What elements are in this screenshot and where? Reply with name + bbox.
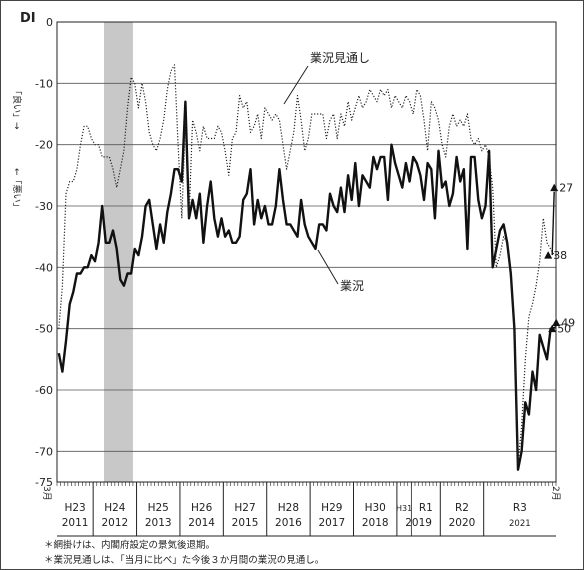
marker-outlook-27 bbox=[550, 183, 559, 192]
x-year-label: 2015 bbox=[232, 517, 259, 529]
y-tick-label: -75 bbox=[35, 476, 53, 489]
y-axis-title: DI bbox=[20, 11, 36, 26]
y-axis-label-bad: ←「悪い」 bbox=[11, 168, 22, 212]
outlook-arrow bbox=[551, 191, 555, 256]
x-year-label: 2021 bbox=[509, 519, 531, 529]
series-line-outlook bbox=[58, 64, 558, 465]
marker-outlook-38 bbox=[544, 251, 553, 259]
y-tick-label: -50 bbox=[35, 323, 53, 336]
marker-business-50 bbox=[548, 324, 557, 333]
y-tick-label: -70 bbox=[35, 445, 53, 458]
x-era-label: H29 bbox=[321, 502, 342, 514]
y-tick-label: -20 bbox=[35, 139, 53, 152]
x-year-label: 2016 bbox=[275, 517, 302, 529]
marker-label-49: 49 bbox=[561, 317, 575, 330]
x-year-label: 2014 bbox=[188, 517, 215, 529]
y-tick-label: -60 bbox=[35, 384, 53, 397]
footnote-outlook: ＊業況見通しは、「当月に比べ」た今後３か月間の業況の見通し。 bbox=[44, 554, 324, 566]
x-era-label: H27 bbox=[234, 502, 255, 514]
recession-shading bbox=[104, 22, 133, 482]
y-tick-label: 0 bbox=[46, 16, 53, 29]
x-year-label: 2013 bbox=[145, 517, 172, 529]
start-month-label: 3月 bbox=[41, 486, 52, 501]
shaded-period-layer bbox=[104, 22, 133, 482]
x-era-label: H25 bbox=[148, 502, 169, 514]
marker-business-49 bbox=[552, 318, 561, 327]
x-era-label: R1 bbox=[419, 502, 433, 514]
marker-label-38: 38 bbox=[553, 249, 567, 262]
series-label-business: 業況 bbox=[340, 278, 364, 293]
axis-layer: 0 -10 -20 -30 -40 -50 -60 -70 -75 H23 2011 H24 2012 H… bbox=[35, 16, 557, 537]
x-year-label: 2018 bbox=[362, 517, 389, 529]
x-era-label: H30 bbox=[365, 502, 386, 514]
y-tick-label: -40 bbox=[35, 261, 53, 274]
x-era-label: H24 bbox=[104, 502, 126, 514]
x-year-label: 2019 bbox=[405, 517, 432, 529]
x-era-label: H23 bbox=[64, 502, 85, 514]
y-axis-label-good: 「良い」→ bbox=[11, 86, 23, 130]
x-era-label: H28 bbox=[278, 502, 299, 514]
series-label-outlook-leader bbox=[283, 65, 309, 105]
footnote-shading: ＊網掛けは、内閣府設定の景気後退期。 bbox=[44, 539, 215, 551]
y-tick-label: -10 bbox=[35, 77, 53, 90]
x-era-label: R3 bbox=[513, 502, 527, 514]
marker-label-50: 50 bbox=[557, 323, 571, 336]
y-tick-label: -30 bbox=[35, 200, 53, 213]
x-year-label: 2020 bbox=[449, 517, 476, 529]
x-era-label: R2 bbox=[455, 502, 469, 514]
series-label-business-leader bbox=[317, 249, 339, 285]
series-label-outlook: 業況見通し bbox=[310, 50, 370, 65]
x-year-label: 2011 bbox=[62, 517, 89, 529]
end-month-label: 2月 bbox=[550, 486, 561, 501]
x-era-label: H26 bbox=[191, 502, 213, 514]
x-year-label: 2012 bbox=[101, 517, 128, 529]
marker-label-27: 27 bbox=[559, 182, 573, 195]
x-era-label: H31 bbox=[396, 504, 412, 513]
series-line-business bbox=[57, 100, 555, 471]
x-year-label: 2017 bbox=[318, 517, 345, 529]
